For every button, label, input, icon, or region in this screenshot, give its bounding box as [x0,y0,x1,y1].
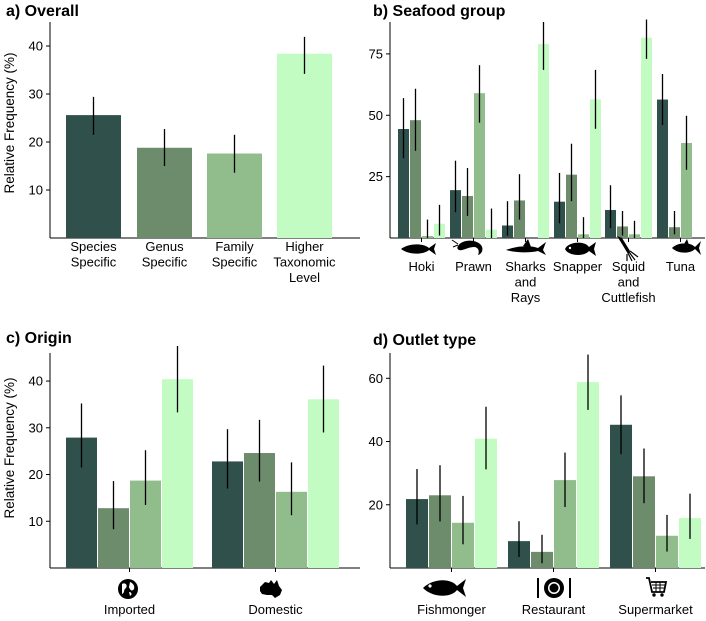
bar [450,190,461,238]
y-tick-label: 75 [369,46,383,61]
category-label: Higher Taxonomic Level [273,239,336,285]
australia-icon [260,580,282,598]
panel-b-plot: 25 50 75 Hoki Prawn Sharks and Rays Snapper Squid… [369,19,705,305]
y-tick-label: 60 [369,371,383,386]
panel-c-title: c) Origin [6,330,72,347]
y-tick-label: 40 [29,39,43,54]
y-tick-label: 30 [29,87,43,102]
bar [277,53,332,239]
bar [681,143,692,238]
bar [577,382,599,568]
globe-icon [118,579,138,599]
bar [406,499,428,568]
category-label: Supermarket [618,602,693,617]
panel-a-ylabel: Relative Frequency (%) [2,52,17,193]
category-label: Restaurant [522,602,586,617]
bar [475,438,497,568]
bar [474,93,485,238]
category-label: Fishmonger [417,602,486,617]
bar [462,196,473,238]
squid-icon [617,236,639,262]
y-tick-label: 30 [29,420,43,435]
category-label: Genus Specific [142,239,188,270]
shopping-cart-icon [646,577,668,597]
y-tick-label: 10 [29,514,43,529]
fish-icon [401,243,436,255]
category-label: Hoki [408,259,434,274]
category-label: Imported [104,602,155,617]
category-label: Species Specific [70,239,117,270]
panel-a-plot: 10 20 30 40 Species Specific Genus Specific Fami… [29,22,360,285]
panel-a-title: a) Overall [6,3,79,20]
panel-c-ylabel: Relative Frequency (%) [2,377,17,518]
category-label: Tuna [666,259,696,274]
bar [66,115,121,238]
bar [641,37,652,238]
bar [398,129,409,238]
category-label: Prawn [455,259,492,274]
category-label: Domestic [248,602,303,617]
fish-icon [423,579,466,597]
bar [656,535,678,568]
bar [538,44,549,238]
bar [610,424,632,568]
y-tick-label: 10 [29,183,43,198]
panel-d-title: d) Outlet type [373,332,476,349]
panel-b-title: b) Seafood group [373,3,506,20]
shark-icon [506,239,546,255]
bar [452,522,474,568]
bar [633,476,655,568]
y-tick-label: 25 [369,169,383,184]
y-tick-label: 20 [29,467,43,482]
plate-cutlery-icon [537,578,571,598]
y-tick-label: 40 [369,434,383,449]
tuna-icon [672,239,701,255]
category-label: Squid and Cuttlefish [601,259,655,305]
snapper-icon [565,242,596,256]
category-label: Family Specific [212,239,258,270]
prawn-icon [451,239,483,255]
bar [554,480,576,568]
category-label: Sharks and Rays [505,259,546,305]
bar [657,99,668,239]
panel-d-plot: 20 40 60 Fishmonger Restaurant Supermarket [369,353,705,617]
y-tick-label: 50 [369,108,383,123]
bar [566,174,577,238]
bar [679,518,701,568]
bar [590,99,601,239]
bar [429,495,451,568]
y-tick-label: 20 [29,135,43,150]
category-label: Snapper [553,259,603,274]
y-tick-label: 20 [369,497,383,512]
panel-c-plot: 10 20 30 40 Imported Domestic [29,345,360,617]
bar [410,120,421,238]
y-tick-label: 40 [29,374,43,389]
